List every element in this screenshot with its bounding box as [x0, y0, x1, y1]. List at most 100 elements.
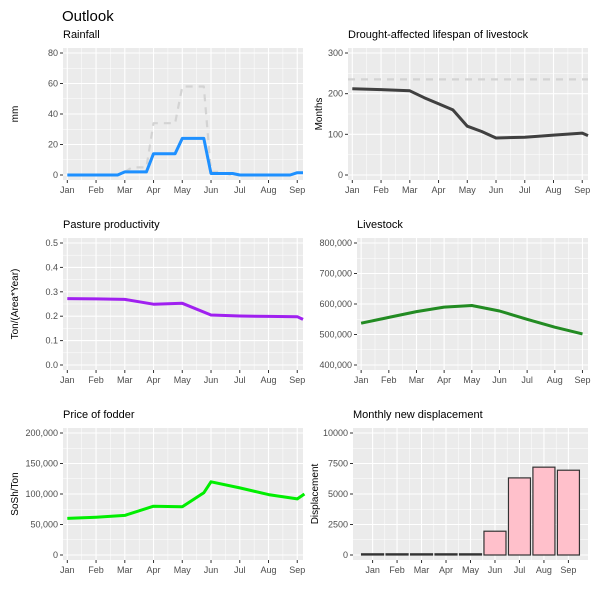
x-tick-label: May: [174, 375, 192, 385]
bar-sep: [556, 469, 581, 556]
x-tick-label: Feb: [373, 185, 389, 195]
x-tick-label: Jul: [234, 375, 246, 385]
x-tick-label: May: [463, 375, 481, 385]
x-tick-label: Jun: [204, 185, 219, 195]
x-tick-label: Jan: [60, 375, 75, 385]
y-tick-label: 0.4: [45, 262, 58, 272]
y-tick-label: 300: [328, 48, 343, 58]
bar-jul: [507, 477, 532, 556]
x-tick-label: Sep: [289, 185, 305, 195]
panel-title: Drought-affected lifespan of livestock: [348, 29, 529, 41]
x-tick-label: Jan: [345, 185, 360, 195]
y-tick-label: 0.1: [45, 336, 58, 346]
x-tick-label: Mar: [117, 565, 133, 575]
x-tick-label: Jul: [234, 565, 246, 575]
x-tick-label: Sep: [560, 565, 576, 575]
x-tick-label: Jan: [365, 565, 380, 575]
x-tick-label: Jan: [60, 185, 75, 195]
y-tick-label: 40: [48, 109, 58, 119]
y-tick-label: 0: [338, 170, 343, 180]
y-tick-label: 2500: [328, 520, 348, 530]
y-tick-label: 700,000: [319, 269, 352, 279]
y-tick-label: 5000: [328, 489, 348, 499]
chart-pasture: 0.0 0.1 0.2 0.3 0.4 0.5 Jan Feb Mar Apr May Jun Jul A…: [10, 219, 305, 385]
y-tick-label: 600,000: [319, 299, 352, 309]
x-tick-label: May: [174, 185, 192, 195]
x-tick-label: Feb: [88, 565, 104, 575]
x-tick-label: Sep: [574, 185, 590, 195]
y-tick-label: 0.5: [45, 238, 58, 248]
x-tick-label: Feb: [88, 375, 104, 385]
x-tick-label: Aug: [547, 375, 563, 385]
y-tick-label: 0.2: [45, 311, 58, 321]
x-tick-label: Jan: [354, 375, 369, 385]
bar-apr: [434, 553, 458, 556]
y-tick-label: 200,000: [25, 428, 58, 438]
x-tick-label: Aug: [261, 375, 277, 385]
series-line-rainfall: [67, 136, 303, 177]
bar-aug: [532, 466, 556, 556]
y-tick-label: 400,000: [319, 360, 352, 370]
y-tick-label: 200: [328, 89, 343, 99]
y-tick-label: 500,000: [319, 330, 352, 340]
series-line-fodder: [67, 480, 306, 520]
x-tick-label: Aug: [261, 185, 277, 195]
y-tick-label: 0.0: [45, 360, 58, 370]
x-tick-label: Jul: [234, 185, 246, 195]
series-line-pasture: [67, 297, 304, 321]
y-tick-label: 0.3: [45, 287, 58, 297]
page-title: Outlook: [62, 8, 114, 25]
y-tick-label: 800,000: [319, 238, 352, 248]
x-tick-label: Apr: [439, 565, 453, 575]
x-tick-label: Jun: [204, 375, 219, 385]
x-tick-label: Jun: [204, 565, 219, 575]
x-tick-label: Mar: [117, 185, 133, 195]
y-tick-label: 150,000: [25, 459, 58, 469]
bar-jan: [360, 553, 385, 556]
y-axis-title: Displacement: [310, 463, 321, 524]
panel-title: Pasture productivity: [63, 219, 160, 231]
x-tick-label: Sep: [289, 375, 305, 385]
x-tick-label: Jul: [514, 565, 526, 575]
x-tick-label: Apr: [147, 185, 161, 195]
y-tick-label: 20: [48, 140, 58, 150]
x-tick-label: Apr: [147, 375, 161, 385]
y-tick-label: 100,000: [25, 489, 58, 499]
x-tick-label: Aug: [261, 565, 277, 575]
x-tick-label: Jul: [521, 375, 533, 385]
x-tick-label: Apr: [432, 185, 446, 195]
bar-may: [458, 553, 483, 556]
x-tick-label: Aug: [546, 185, 562, 195]
x-tick-label: Jun: [489, 185, 504, 195]
x-tick-label: Mar: [409, 375, 425, 385]
y-tick-label: 50,000: [30, 520, 58, 530]
y-tick-label: 60: [48, 79, 58, 89]
x-tick-label: Feb: [88, 185, 104, 195]
x-tick-label: Sep: [289, 565, 305, 575]
x-tick-label: Mar: [117, 375, 133, 385]
y-axis-title: mm: [10, 106, 21, 123]
panel-title: Rainfall: [63, 29, 100, 41]
bar-feb: [385, 553, 409, 556]
chart-rainfall: 0 20 40 60 80 Jan Feb Mar Apr May Jun Jul Aug Sep Rain…: [10, 29, 305, 195]
y-tick-label: 80: [48, 48, 58, 58]
panel-title: Livestock: [357, 219, 403, 231]
x-tick-label: Apr: [147, 565, 161, 575]
chart-fodder: 0 50,000 100,000 150,000 200,000 Jan Feb Mar Apr…: [10, 409, 305, 575]
chart-livestock: 400,000 500,000 600,000 700,000 800,000 Jan Fe…: [319, 219, 590, 385]
series-line-lifespan: [352, 87, 589, 140]
x-tick-label: Apr: [437, 375, 451, 385]
y-tick-label: 0: [53, 170, 58, 180]
chart-displacement: 0 2500 5000 7500 10000 Jan Feb Mar Apr May Jun Jul A…: [310, 409, 588, 575]
bar-mar: [409, 553, 434, 556]
x-tick-label: Sep: [574, 375, 590, 385]
x-tick-label: May: [462, 565, 480, 575]
y-axis-title: SoSh/Ton: [10, 472, 21, 515]
x-tick-label: Feb: [381, 375, 397, 385]
x-tick-label: Aug: [536, 565, 552, 575]
series-line-livestock: [360, 304, 583, 336]
y-tick-label: 10000: [323, 428, 348, 438]
x-tick-label: Jan: [60, 565, 75, 575]
panel-title: Price of fodder: [63, 409, 135, 421]
